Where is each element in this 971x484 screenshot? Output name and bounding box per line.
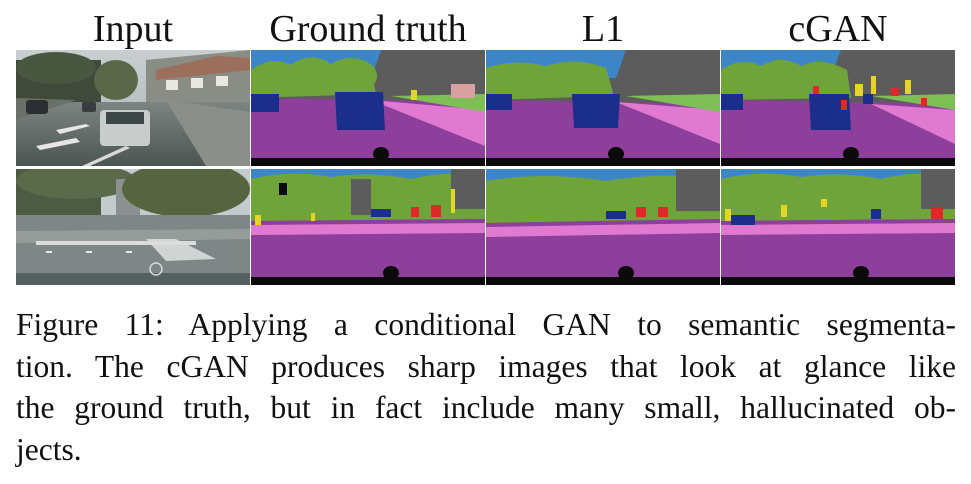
cgan-seg-row1 [721,50,955,166]
caption-line-1: Figure 11: Applying a conditional GAN to… [16,307,956,342]
caption-line-4: jects. [16,431,82,467]
input-photo-row2 [16,169,250,285]
caption-line-2: tion. The cGAN produces sharp images tha… [16,348,956,384]
figure-caption: Figure 11: Applying a conditional GAN to… [16,304,956,470]
l1-seg-row1 [486,50,720,166]
column-header-ground-truth: Ground truth [269,8,467,50]
caption-line-3: the ground truth, but in fact include ma… [16,390,956,425]
column-header-cgan: cGAN [788,8,888,50]
cgan-seg-row2 [721,169,955,285]
column-header-input: Input [92,8,174,50]
l1-seg-row2 [486,169,720,285]
column-header-l1: L1 [581,8,625,50]
ground-truth-seg-row2 [251,169,485,285]
ground-truth-seg-row1 [251,50,485,166]
input-photo-row1 [16,50,250,166]
